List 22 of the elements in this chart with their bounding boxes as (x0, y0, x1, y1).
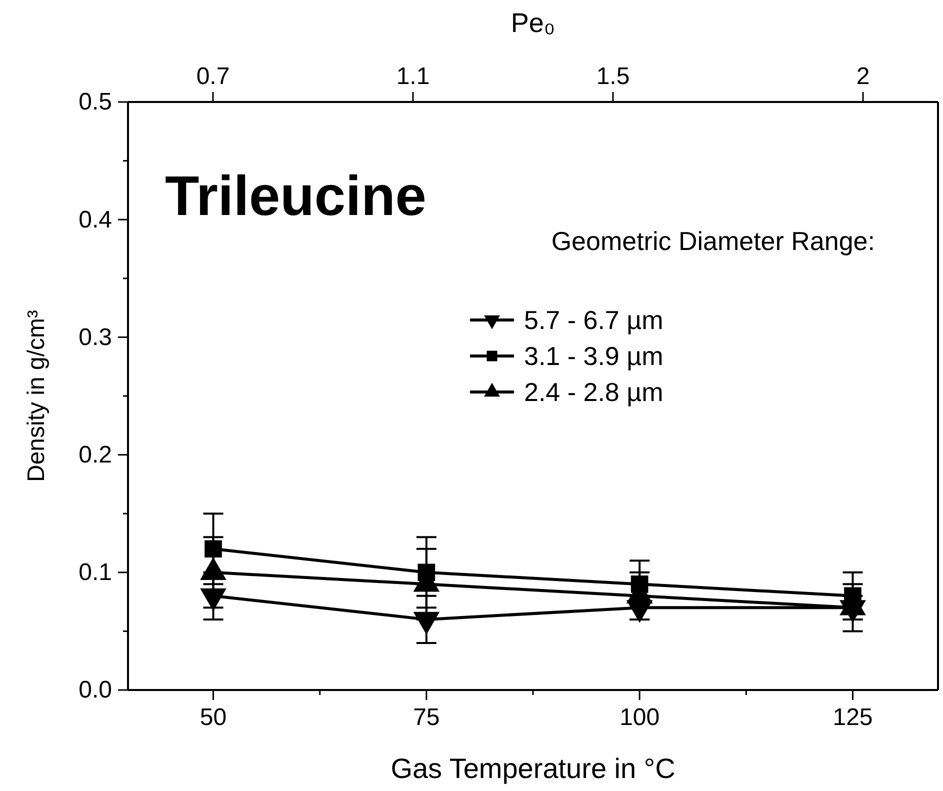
y-tick-label: 0.4 (78, 206, 112, 234)
y-axis-title: Density in g/cm³ (23, 310, 50, 482)
text: Trileucine (165, 164, 426, 227)
x-tick-label: 100 (620, 704, 660, 732)
x-tick-label: 75 (413, 704, 440, 732)
x2-tick-label: 1.5 (596, 63, 630, 90)
x2-axis-title: Pe₀ (510, 8, 556, 38)
y-tick-label: 0.2 (78, 441, 112, 468)
y-tick-label: 0.5 (78, 88, 112, 116)
x-tick-label: 50 (200, 704, 227, 732)
x2-tick-label: 1.1 (396, 63, 430, 90)
x2-tick-label: 0.7 (196, 63, 230, 90)
legend-title: Geometric Diameter Range: (551, 226, 875, 256)
legend-label: 5.7 - 6.7 µm (524, 305, 664, 335)
x-tick-label: 125 (832, 704, 873, 732)
y-tick-label: 0.0 (78, 676, 112, 704)
x2-tick-label: 2 (856, 63, 870, 90)
legend-label: 2.4 - 2.8 µm (524, 377, 664, 407)
y-tick-label: 0.3 (78, 324, 112, 351)
x-axis-title: Gas Temperature in °C (390, 753, 676, 784)
legend-label: 3.1 - 3.9 µm (524, 341, 664, 371)
y-tick-label: 0.1 (78, 559, 112, 586)
